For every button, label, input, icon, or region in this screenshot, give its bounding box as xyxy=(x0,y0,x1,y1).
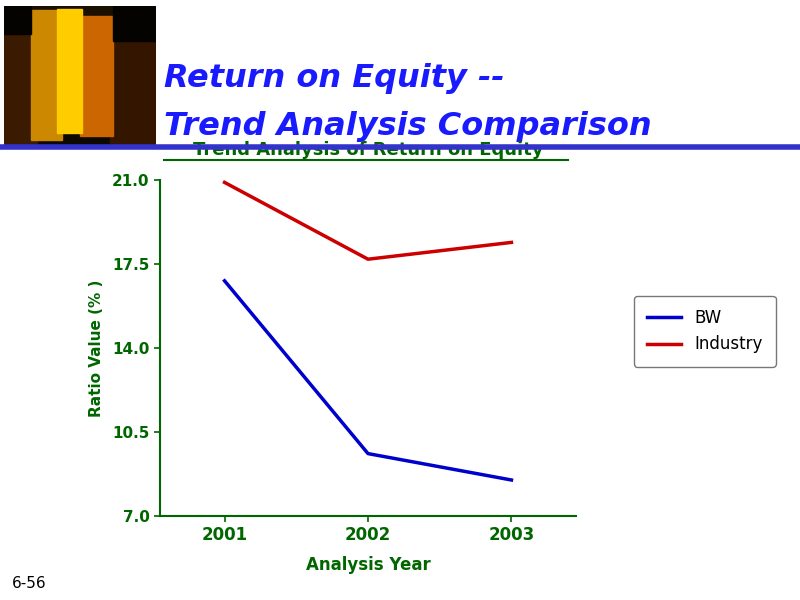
Bar xyxy=(58,9,82,133)
Y-axis label: Ratio Value (% ): Ratio Value (% ) xyxy=(89,280,104,416)
Bar xyxy=(114,6,156,41)
Bar xyxy=(110,34,156,147)
Bar xyxy=(31,10,62,140)
X-axis label: Analysis Year: Analysis Year xyxy=(306,556,430,574)
Text: 6-56: 6-56 xyxy=(12,576,46,591)
Legend: BW, Industry: BW, Industry xyxy=(634,296,776,367)
Bar xyxy=(4,6,156,76)
Text: Trend Analysis Comparison: Trend Analysis Comparison xyxy=(164,110,652,142)
Text: Return on Equity --: Return on Equity -- xyxy=(164,62,505,94)
Bar xyxy=(4,13,38,147)
Bar xyxy=(4,6,31,34)
Text: Trend Analysis of Return on Equity: Trend Analysis of Return on Equity xyxy=(193,141,543,159)
Bar xyxy=(80,16,114,136)
